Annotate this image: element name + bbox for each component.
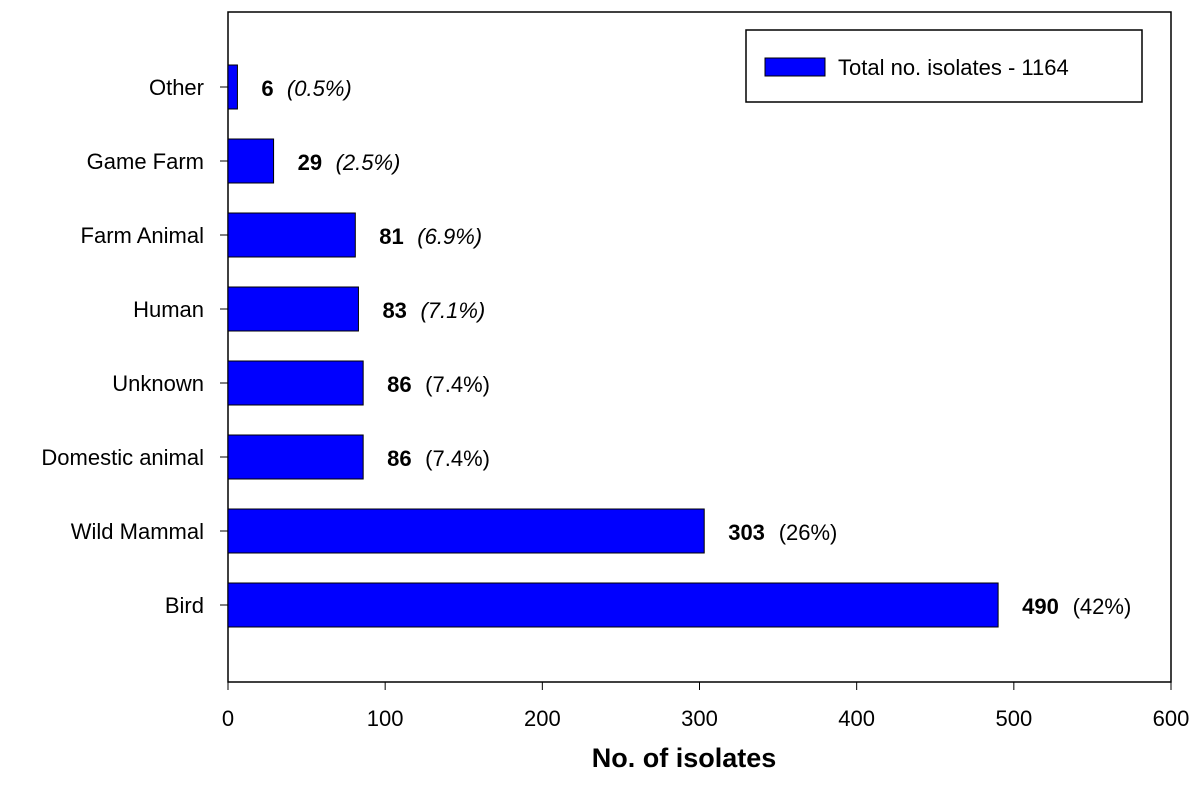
bar-percent-label: (0.5%) (287, 76, 352, 101)
category-label: Other (149, 75, 204, 100)
x-tick-label: 600 (1153, 706, 1190, 731)
bar-farm-animal (227, 212, 356, 258)
x-axis-title: No. of isolates (592, 743, 777, 773)
bar-percent-label: (6.9%) (417, 224, 482, 249)
bar-bird (227, 582, 999, 628)
legend-label: Total no. isolates - 1164 (838, 55, 1069, 80)
bar-percent-label: (42%) (1073, 594, 1132, 619)
x-tick-label: 0 (222, 706, 234, 731)
bar-value-label: 6 (261, 76, 273, 101)
x-tick-label: 100 (367, 706, 404, 731)
bar-value-label: 83 (382, 298, 406, 323)
category-label: Bird (165, 593, 204, 618)
bar-wild-mammal (227, 508, 705, 554)
bar-unknown (227, 360, 364, 406)
plot-frame (227, 11, 1172, 683)
bar-domestic-animal (227, 434, 364, 480)
x-tick-label: 300 (681, 706, 718, 731)
bar-percent-label: (2.5%) (336, 150, 401, 175)
bar-value-label: 303 (728, 520, 765, 545)
bar-other (227, 64, 238, 110)
bar-value-label: 86 (387, 446, 411, 471)
x-tick-label: 400 (838, 706, 875, 731)
x-tick-label: 200 (524, 706, 561, 731)
bar-value-label: 81 (379, 224, 403, 249)
legend-swatch (764, 57, 826, 77)
bar-percent-label: (7.4%) (425, 372, 490, 397)
bar-human (227, 286, 359, 332)
category-label: Domestic animal (41, 445, 204, 470)
category-label: Human (133, 297, 204, 322)
bar-value-label: 29 (298, 150, 322, 175)
category-label: Unknown (112, 371, 204, 396)
category-label: Wild Mammal (71, 519, 204, 544)
bar-percent-label: (7.1%) (420, 298, 485, 323)
bar-percent-label: (26%) (779, 520, 838, 545)
category-labels-group: Bird Wild Mammal Domestic animal Unknown Hum… (41, 75, 228, 618)
category-label: Game Farm (87, 149, 204, 174)
x-axis-ticks-group: 0 100 200 300 400 500 600 (222, 682, 1189, 731)
bar-value-label: 490 (1022, 594, 1059, 619)
x-tick-label: 500 (995, 706, 1032, 731)
bar-value-label: 86 (387, 372, 411, 397)
category-label: Farm Animal (81, 223, 204, 248)
bar-percent-label: (7.4%) (425, 446, 490, 471)
bars-group: 490 (42%) 303 (26%) 86 (7.4%) 86 (7.4%) 83 (7.1%)… (227, 64, 1132, 628)
legend: Total no. isolates - 1164 (745, 29, 1143, 103)
bar-game-farm (227, 138, 275, 184)
